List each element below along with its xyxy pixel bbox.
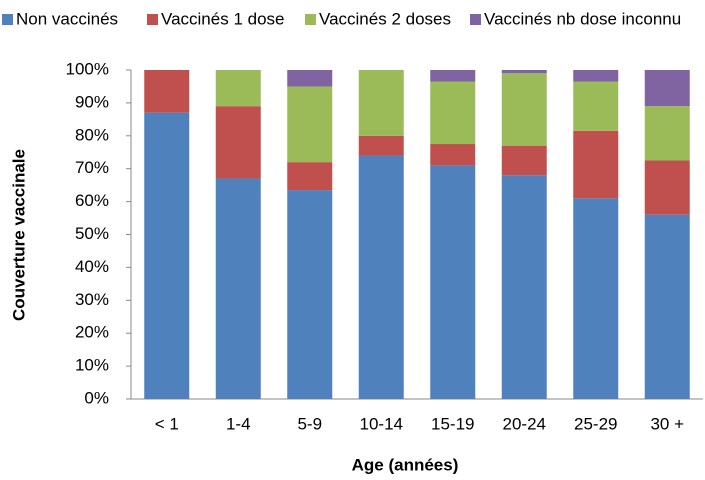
bar-segment xyxy=(287,162,333,191)
bar-segment xyxy=(644,160,690,215)
bar-segment xyxy=(430,81,476,145)
x-tick-label: 30 + xyxy=(650,414,684,433)
bar-segment xyxy=(358,70,404,136)
y-tick-label: 0% xyxy=(84,388,109,407)
x-tick-label: 10-14 xyxy=(360,414,403,433)
bar-segment xyxy=(144,112,190,400)
bar-segment xyxy=(287,190,333,399)
y-axis-title: Couverture vaccinale xyxy=(9,149,28,321)
legend-swatch xyxy=(305,14,316,25)
bar-segment xyxy=(215,106,261,179)
bar-segment xyxy=(573,198,619,399)
bar-segment xyxy=(644,214,690,399)
bar-segment xyxy=(501,70,547,74)
legend-label: Vaccinés 1 dose xyxy=(161,9,284,28)
bar-segment xyxy=(215,178,261,399)
x-axis-title: Age (années) xyxy=(352,455,459,474)
legend-label: Non vaccinés xyxy=(16,9,118,28)
bar-segment xyxy=(287,86,333,163)
bar-segment xyxy=(430,165,476,399)
y-tick-label: 60% xyxy=(75,191,109,210)
y-tick-label: 10% xyxy=(75,356,109,375)
bar-segment xyxy=(501,145,547,176)
x-tick-label: 20-24 xyxy=(503,414,546,433)
bar-segment xyxy=(573,130,619,199)
bar-segment xyxy=(287,70,333,87)
y-tick-label: 40% xyxy=(75,257,109,276)
y-tick-label: 70% xyxy=(75,158,109,177)
y-tick-label: 80% xyxy=(75,125,109,144)
bar-segment xyxy=(358,135,404,156)
y-tick-label: 100% xyxy=(66,59,109,78)
legend-label: Vaccinés 2 doses xyxy=(319,9,451,28)
x-tick-label: 15-19 xyxy=(431,414,474,433)
x-tick-label: 5-9 xyxy=(297,414,322,433)
legend-swatch xyxy=(2,14,13,25)
bar-segment xyxy=(501,175,547,399)
x-tick-label: 25-29 xyxy=(574,414,617,433)
bar-segment xyxy=(501,73,547,146)
legend-swatch xyxy=(470,14,481,25)
y-tick-label: 90% xyxy=(75,92,109,111)
bar-segment xyxy=(358,155,404,399)
y-tick-label: 30% xyxy=(75,290,109,309)
bar-segment xyxy=(644,106,690,161)
bar-segment xyxy=(144,70,190,113)
bar-segment xyxy=(215,70,261,107)
bar-segment xyxy=(644,70,690,107)
x-tick-label: 1-4 xyxy=(226,414,251,433)
bar-segment xyxy=(430,144,476,166)
bar-segment xyxy=(430,70,476,82)
legend-swatch xyxy=(147,14,158,25)
x-tick-label: < 1 xyxy=(155,414,179,433)
legend-label: Vaccinés nb dose inconnu xyxy=(484,9,681,28)
bar-segment xyxy=(573,81,619,131)
y-tick-label: 20% xyxy=(75,323,109,342)
y-tick-label: 50% xyxy=(75,224,109,243)
bar-segment xyxy=(573,70,619,82)
